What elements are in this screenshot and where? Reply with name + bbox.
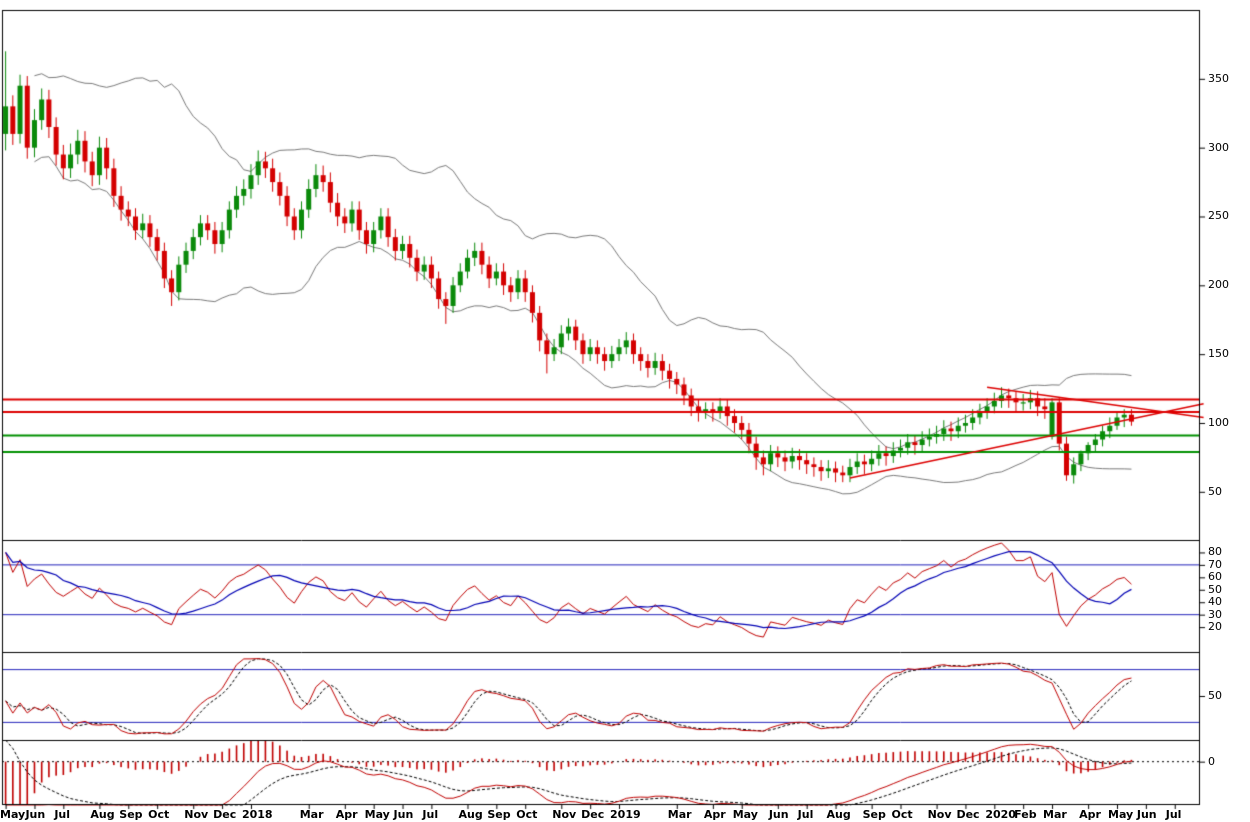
chart-container: 350 300 250 200 150 100 50 80 70 60 50 40 30 20 50 0 Ma… xyxy=(0,0,1250,822)
stock-chart-canvas xyxy=(0,0,1250,822)
